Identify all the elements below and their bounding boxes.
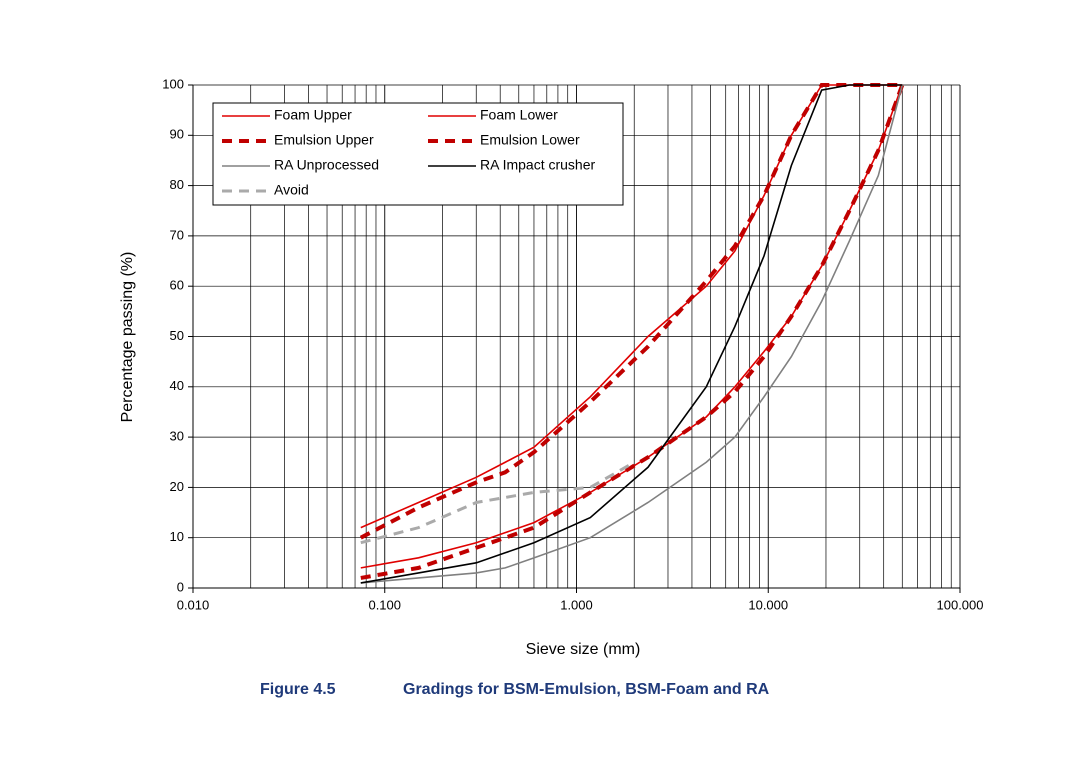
series-line bbox=[360, 84, 905, 580]
legend-label: Avoid bbox=[274, 182, 309, 198]
x-tick-label: 0.100 bbox=[368, 597, 401, 612]
series-line bbox=[359, 83, 903, 540]
y-tick-label: 40 bbox=[170, 378, 184, 393]
legend-label: Emulsion Lower bbox=[480, 132, 580, 148]
y-tick-label: 50 bbox=[170, 328, 184, 343]
y-tick-label: 20 bbox=[170, 479, 184, 494]
series-line bbox=[360, 84, 904, 584]
y-tick-label: 80 bbox=[170, 177, 184, 192]
legend-label: RA Unprocessed bbox=[274, 157, 379, 173]
y-tick-label: 70 bbox=[170, 227, 184, 242]
y-axis-label: Percentage passing (%) bbox=[119, 252, 136, 423]
legend-label: RA Impact crusher bbox=[480, 157, 595, 173]
x-tick-label: 1.000 bbox=[560, 597, 593, 612]
y-tick-label: 10 bbox=[170, 529, 184, 544]
series-line bbox=[360, 460, 635, 545]
x-tick-label: 100.000 bbox=[937, 597, 984, 612]
caption-text: Gradings for BSM-Emulsion, BSM-Foam and … bbox=[403, 681, 770, 698]
x-tick-label: 10.000 bbox=[748, 597, 788, 612]
y-tick-label: 90 bbox=[170, 127, 184, 142]
y-tick-label: 30 bbox=[170, 429, 184, 444]
y-tick-label: 0 bbox=[177, 579, 184, 594]
x-tick-label: 0.010 bbox=[177, 597, 210, 612]
series-line bbox=[360, 84, 903, 584]
x-axis-label: Sieve size (mm) bbox=[526, 641, 641, 658]
y-tick-label: 100 bbox=[162, 76, 184, 91]
legend-label: Emulsion Upper bbox=[274, 132, 374, 148]
caption-number: Figure 4.5 bbox=[260, 681, 336, 698]
legend-label: Foam Upper bbox=[274, 107, 352, 123]
legend-box bbox=[212, 102, 624, 206]
y-tick-label: 60 bbox=[170, 278, 184, 293]
legend-label: Foam Lower bbox=[480, 107, 558, 123]
